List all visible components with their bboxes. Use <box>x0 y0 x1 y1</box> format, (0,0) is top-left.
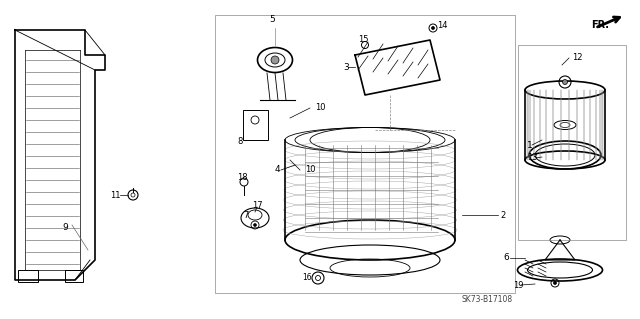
Text: 3: 3 <box>343 63 349 71</box>
Text: 18: 18 <box>237 174 248 182</box>
Circle shape <box>271 56 279 64</box>
Circle shape <box>563 79 568 85</box>
Text: 7: 7 <box>243 211 248 219</box>
Text: 11: 11 <box>110 190 120 199</box>
Bar <box>243 110 268 140</box>
Text: 12: 12 <box>572 54 582 63</box>
Bar <box>18 270 38 282</box>
Text: 10: 10 <box>305 166 316 174</box>
Text: 13: 13 <box>527 153 538 162</box>
Circle shape <box>554 281 557 285</box>
Text: 8: 8 <box>237 137 243 146</box>
Bar <box>215 15 515 293</box>
Text: 5: 5 <box>269 16 275 25</box>
Bar <box>518 45 626 240</box>
Text: 4: 4 <box>275 166 280 174</box>
Text: 15: 15 <box>358 35 369 44</box>
Text: 16: 16 <box>302 273 312 283</box>
Circle shape <box>431 26 435 29</box>
Text: 6: 6 <box>503 254 509 263</box>
Text: 14: 14 <box>437 20 447 29</box>
Text: 19: 19 <box>513 280 524 290</box>
Text: SK73-B17108: SK73-B17108 <box>462 295 513 305</box>
Text: 2: 2 <box>500 211 505 219</box>
Bar <box>65 270 83 282</box>
Text: 1: 1 <box>527 140 532 150</box>
Text: 9: 9 <box>62 224 68 233</box>
Text: FR.: FR. <box>591 20 609 30</box>
Circle shape <box>253 224 257 226</box>
Text: 17: 17 <box>252 201 262 210</box>
Text: 10: 10 <box>315 103 326 113</box>
